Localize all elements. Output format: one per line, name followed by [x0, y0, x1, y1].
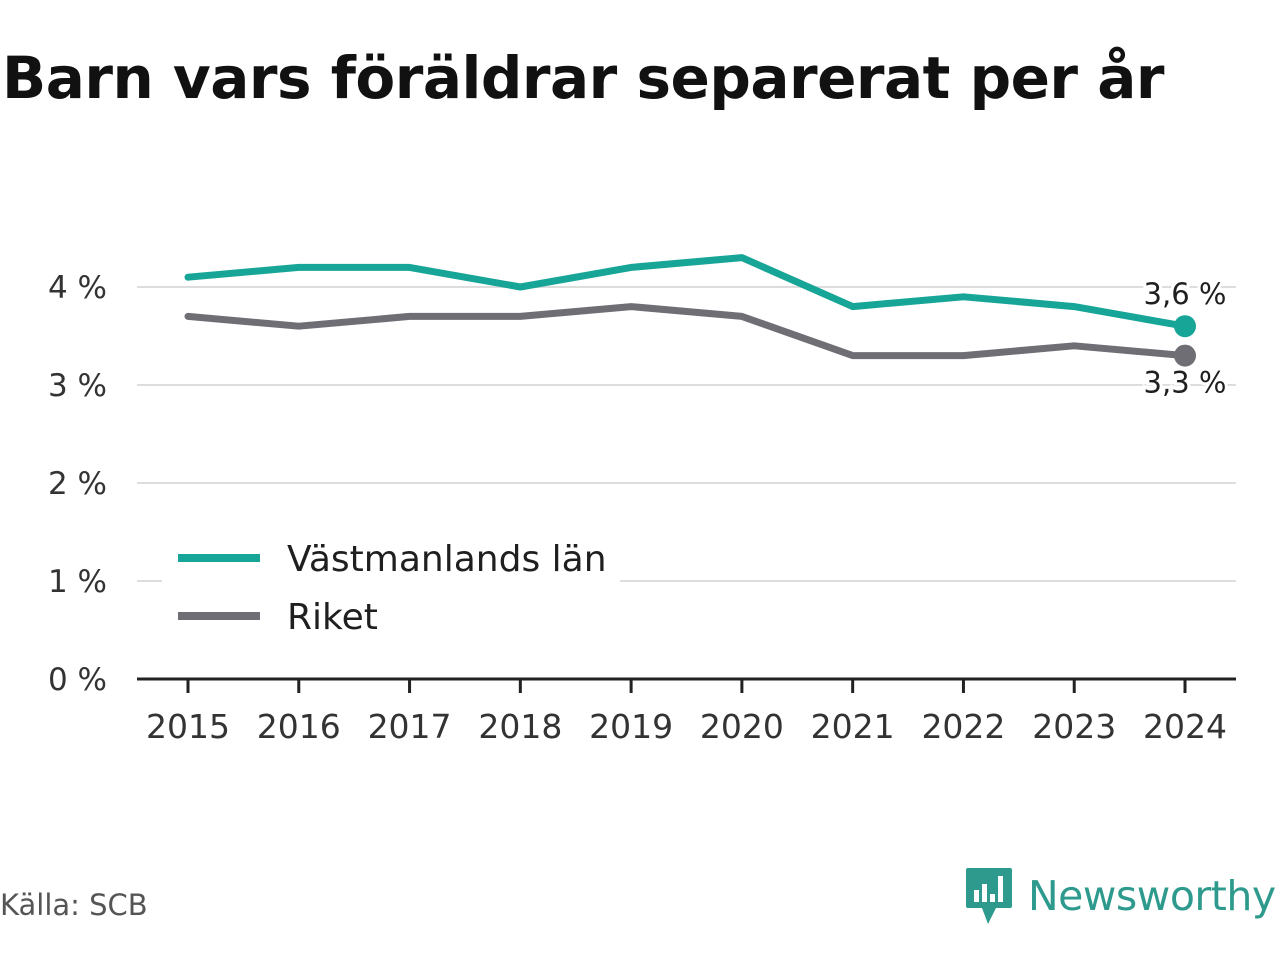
y-tick-label: 4 % — [48, 270, 107, 306]
end-value-label: 3,3 % — [1144, 366, 1227, 400]
x-tick-label: 2015 — [146, 707, 230, 746]
source-note: Källa: SCB — [0, 888, 148, 922]
brand-logo[interactable]: Newsworthy — [964, 866, 1276, 926]
x-tick-label: 2023 — [1032, 707, 1116, 746]
legend-label: Riket — [287, 597, 378, 638]
x-tick-label: 2018 — [478, 707, 562, 746]
end-value-label-halo: 3,3 % — [1144, 366, 1227, 400]
y-tick-labels: 0 % 1 % 2 % 3 % 4 % — [48, 270, 107, 698]
data-point — [1174, 315, 1196, 338]
y-tick-label: 2 % — [48, 466, 107, 502]
legend: Västmanlands län Riket — [162, 532, 620, 650]
series-line — [184, 254, 1189, 330]
bar-chart-speech-bubble-icon — [966, 868, 1012, 924]
x-tick-label: 2020 — [700, 707, 784, 746]
legend-background — [162, 532, 620, 650]
y-tick-label: 1 % — [48, 564, 107, 600]
x-tick-label: 2016 — [257, 707, 341, 746]
end-value-label: 3,6 % — [1144, 277, 1227, 311]
x-tick-label: 2017 — [368, 707, 452, 746]
x-tick-label: 2024 — [1143, 707, 1227, 746]
y-tick-label: 0 % — [48, 662, 107, 698]
end-value-label-halo: 3,6 % — [1144, 277, 1227, 311]
data-point — [1174, 344, 1196, 367]
chart-title: Barn vars föräldrar separerat per år — [2, 44, 1164, 112]
x-tick-label: 2022 — [921, 707, 1005, 746]
line-chart: 0 % 1 % 2 % 3 % 4 % 2015 2016 2017 2018 2019 2020… — [48, 254, 1236, 746]
series-lines: 3,6 %3,6 %3,3 %3,3 % — [184, 254, 1229, 403]
y-tick-label: 3 % — [48, 368, 107, 404]
x-axis: 2015 2016 2017 2018 2019 2020 2021 2022 2023 2024 — [137, 677, 1236, 746]
series-line — [184, 303, 1189, 360]
x-tick-label: 2019 — [589, 707, 673, 746]
legend-label: Västmanlands län — [287, 539, 607, 580]
x-tick-label: 2021 — [811, 707, 895, 746]
brand-name: Newsworthy — [1028, 872, 1276, 920]
